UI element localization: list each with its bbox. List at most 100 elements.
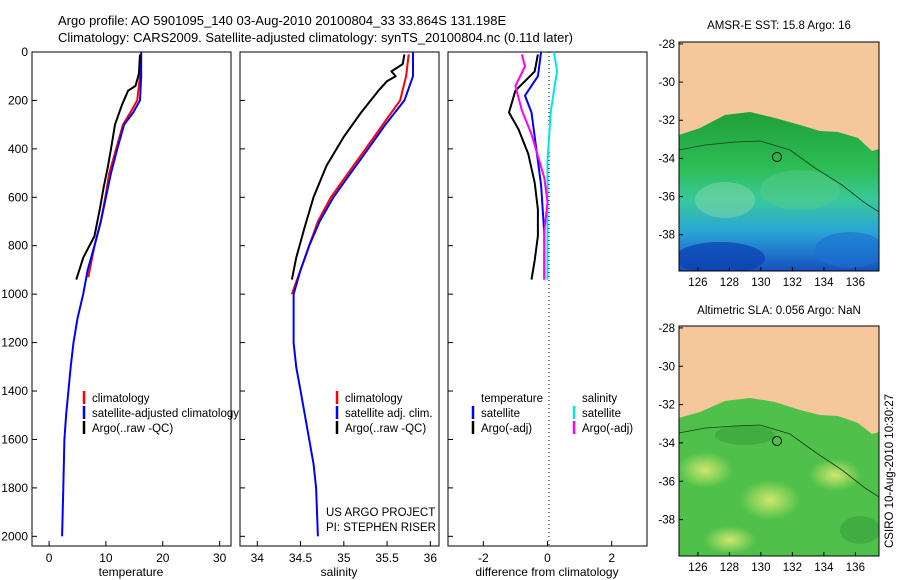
x-tick-label: 34 xyxy=(251,551,265,565)
sla-anomaly xyxy=(715,425,775,445)
sla-map-title: Altimetric SLA: 0.056 Argo: NaN xyxy=(697,305,861,317)
legend-label-argo: Argo(..raw -QC) xyxy=(92,423,173,435)
series-line-argo-raw-qc xyxy=(75,54,141,280)
y-tick-label: 200 xyxy=(8,93,28,107)
map-lon-label: 136 xyxy=(846,562,865,574)
ocean-patch xyxy=(760,170,840,210)
series-line-salinity-satellite xyxy=(546,51,559,280)
ocean-area xyxy=(679,112,879,271)
map-lat-label: -38 xyxy=(658,230,675,242)
y-tick-label: 1600 xyxy=(1,432,28,446)
salinity-axes-frame xyxy=(239,51,440,547)
map-lon-label: 134 xyxy=(814,277,834,289)
sla-map-image xyxy=(679,326,879,556)
salinity-legend: climatology satellite adj. clim. Argo(..… xyxy=(335,391,433,435)
legend-title-temperature: temperature xyxy=(481,393,543,405)
series-line-temperature-argo-adj xyxy=(508,54,539,280)
legend-title-salinity: salinity xyxy=(582,393,617,405)
timestamp-stamp: CSIRO 10-Aug-2010 10:30:27 xyxy=(884,394,896,548)
sla-anomaly xyxy=(840,516,879,544)
x-tick-label: 35 xyxy=(337,551,351,565)
series-line-satellite-adjusted-climatology xyxy=(61,52,143,537)
map-lon-label: 128 xyxy=(720,277,739,289)
legend-label-climatology: climatology xyxy=(92,393,150,405)
sla-map-frame xyxy=(678,325,880,557)
ocean-patch xyxy=(679,242,765,271)
legend-label-satellite: satellite-adjusted climatology xyxy=(92,408,239,420)
map-lon-label: 130 xyxy=(751,277,770,289)
temperature-ticks: 0 10 20 30 0 200 400 600 800 1000 1200 1400 1600 1800… xyxy=(1,45,226,565)
difference-legend: temperature satellite Argo(-adj) salinit… xyxy=(471,393,633,435)
series-line-satellite-adj-clim xyxy=(292,52,414,537)
header-line-1: Argo profile: AO 5901095_140 03-Aug-2010… xyxy=(58,13,506,28)
pi-annotation: PI: STEPHEN RISER xyxy=(326,522,436,534)
ocean-patch xyxy=(815,232,879,268)
map-lon-label: 132 xyxy=(783,277,802,289)
map-lat-label: -32 xyxy=(658,400,675,412)
temperature-panel: 0 10 20 30 0 200 400 600 800 1000 1200 1400 1600 1800… xyxy=(1,45,239,579)
x-tick-label: 30 xyxy=(213,551,227,565)
difference-xlabel: difference from climatology xyxy=(475,565,618,579)
map-lon-label: 132 xyxy=(783,562,802,574)
map-lon-label: 126 xyxy=(688,277,707,289)
map-lat-label: -36 xyxy=(658,192,675,204)
argo-location-marker xyxy=(772,152,782,162)
x-tick-label: 35.5 xyxy=(375,551,399,565)
map-lat-label: -34 xyxy=(658,438,675,450)
difference-axes-frame xyxy=(447,51,648,547)
difference-ticks: -2 0 2 xyxy=(448,51,615,565)
sla-anomaly xyxy=(740,480,800,520)
project-annotation: US ARGO PROJECT xyxy=(326,507,435,519)
sst-map: AMSR-E SST: 15.8 Argo: 16 -28 -30 -32 -34 -3… xyxy=(658,20,880,289)
salinity-panel: 34 34.5 35 35.5 36 salinity climatology sate… xyxy=(239,51,440,579)
sla-anomaly xyxy=(679,452,733,488)
ocean-patch xyxy=(695,182,755,218)
map-lon-label: 134 xyxy=(814,562,834,574)
legend-label-climatology: climatology xyxy=(345,393,403,405)
y-tick-label: 1000 xyxy=(1,287,28,301)
sst-map-title: AMSR-E SST: 15.8 Argo: 16 xyxy=(707,20,851,32)
depth-contour xyxy=(679,424,879,498)
map-lat-label: -30 xyxy=(658,361,675,373)
temperature-legend: climatology satellite-adjusted climatolo… xyxy=(82,391,239,435)
temperature-axes-frame xyxy=(31,51,232,547)
salinity-xlabel: salinity xyxy=(321,565,358,579)
map-lat-label: -34 xyxy=(658,153,675,165)
legend-label-sal-argo: Argo(-adj) xyxy=(582,423,633,435)
y-tick-label: 1400 xyxy=(1,384,28,398)
y-tick-label: 800 xyxy=(8,239,28,253)
x-tick-label: 2 xyxy=(608,551,615,565)
sla-map-ticks: -28 -30 -32 -34 -36 -38 126 128 130 132 134 136 xyxy=(658,323,865,574)
map-lat-label: -32 xyxy=(658,115,675,127)
temperature-xlabel: temperature xyxy=(99,565,164,579)
sla-map: Altimetric SLA: 0.056 Argo: NaN -28 -30 -3… xyxy=(658,305,880,574)
x-tick-label: 0 xyxy=(544,551,551,565)
y-tick-label: 1800 xyxy=(1,481,28,495)
map-lon-label: 136 xyxy=(846,277,865,289)
x-tick-label: 0 xyxy=(46,551,53,565)
y-tick-label: 600 xyxy=(8,190,28,204)
legend-label-temp-satellite: satellite xyxy=(481,408,520,420)
legend-label-argo: Argo(..raw -QC) xyxy=(345,423,426,435)
map-lat-label: -28 xyxy=(658,323,675,335)
sla-anomaly xyxy=(704,526,756,554)
y-tick-label: 0 xyxy=(21,45,28,59)
salinity-ticks: 34 34.5 35 35.5 36 xyxy=(240,51,437,565)
map-lon-label: 130 xyxy=(751,562,770,574)
x-tick-label: 10 xyxy=(99,551,113,565)
sst-map-ticks: -28 -30 -32 -34 -36 -38 126 128 130 132 134 136 xyxy=(658,39,865,289)
legend-label-sal-satellite: satellite xyxy=(582,408,621,420)
legend-label-temp-argo: Argo(-adj) xyxy=(481,423,532,435)
difference-lines xyxy=(508,51,559,280)
depth-contour xyxy=(679,140,879,213)
difference-panel: -2 0 2 difference from climatology tempera… xyxy=(447,51,648,579)
argo-location-marker xyxy=(772,436,782,446)
temperature-lines xyxy=(61,52,143,537)
map-lat-label: -30 xyxy=(658,77,675,89)
map-lon-label: 126 xyxy=(688,562,707,574)
x-tick-label: 34.5 xyxy=(289,551,313,565)
y-tick-label: 400 xyxy=(8,142,28,156)
legend-label-satellite: satellite adj. clim. xyxy=(345,408,433,420)
y-tick-label: 2000 xyxy=(1,529,28,543)
